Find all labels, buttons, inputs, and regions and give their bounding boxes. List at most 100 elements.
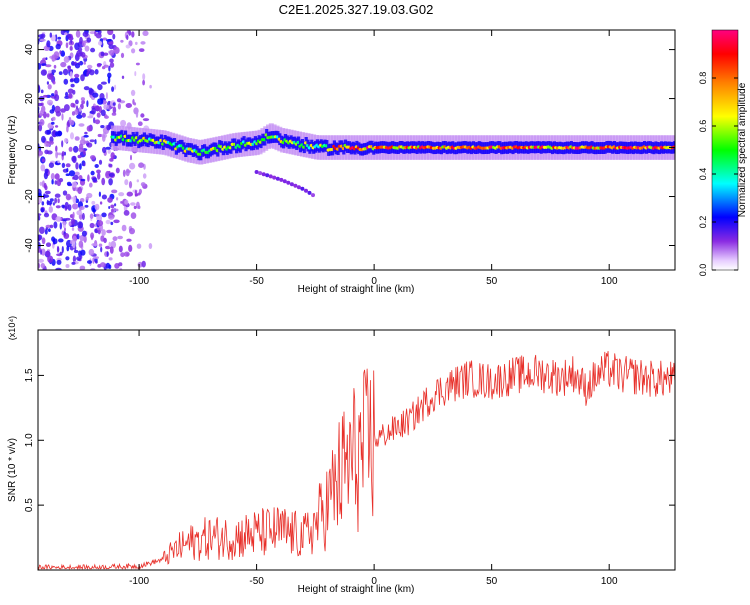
heatmap-cell <box>65 91 69 97</box>
heatmap-cell <box>120 119 127 127</box>
heatmap-cell <box>103 237 107 244</box>
heatmap-cell <box>78 222 82 227</box>
heatmap-cell <box>74 73 80 78</box>
heatmap-cell <box>41 237 46 245</box>
heatmap-cell <box>81 99 85 105</box>
heatmap-cell <box>40 164 46 172</box>
heatmap-cell <box>45 250 50 257</box>
heatmap-cell <box>108 214 115 220</box>
heatmap-cell <box>65 193 71 201</box>
heatmap-cell <box>84 45 90 52</box>
colorbar-label: Normalized spectral amplitude <box>737 82 748 217</box>
x-tick-label: -100 <box>129 576 149 587</box>
chart-title: C2E1.2025.327.19.03.G02 <box>279 2 434 17</box>
heatmap-cell <box>54 94 60 102</box>
heatmap-cell <box>53 129 56 137</box>
heatmap-cell <box>142 118 150 122</box>
heatmap-cell <box>115 167 120 174</box>
heatmap-cell <box>40 207 45 213</box>
heatmap-cell <box>76 256 82 261</box>
heatmap-cell <box>75 162 79 170</box>
heatmap-cell <box>111 86 115 92</box>
heatmap-cell <box>60 108 66 113</box>
heatmap-cell <box>73 145 79 153</box>
x-tick-label: 100 <box>601 276 618 287</box>
heatmap-cell <box>114 84 117 90</box>
heatmap-cell <box>129 227 135 235</box>
heatmap-cell <box>76 50 82 57</box>
heatmap-cell <box>55 205 61 209</box>
snr-frame <box>37 329 676 571</box>
heatmap-cell <box>61 204 65 208</box>
heatmap-cell <box>120 201 123 204</box>
heatmap-cell <box>87 115 94 119</box>
heatmap-cell <box>121 75 125 80</box>
heatmap-cell <box>142 73 146 81</box>
heatmap-cell <box>55 151 58 159</box>
heatmap-cell <box>91 200 96 205</box>
heatmap-cell <box>97 172 101 180</box>
heatmap-cell <box>62 190 68 196</box>
heatmap-cell <box>123 251 130 257</box>
heatmap-cell <box>304 188 308 193</box>
heatmap-cell <box>74 109 79 115</box>
heatmap-cell <box>96 169 101 174</box>
heatmap-cell <box>55 43 61 50</box>
heatmap-cell <box>105 39 112 42</box>
heatmap-cell <box>104 115 109 119</box>
heatmap-cell <box>56 179 62 187</box>
y-tick-label: 20 <box>24 93 35 105</box>
heatmap-cell <box>94 69 99 75</box>
heatmap-cell <box>134 71 137 77</box>
x-tick-label: -100 <box>129 276 149 287</box>
heatmap-cell <box>50 34 56 42</box>
heatmap-cell <box>49 32 52 38</box>
heatmap-cell <box>70 218 75 225</box>
heatmap-cell <box>90 47 96 53</box>
heatmap-cell <box>89 31 96 35</box>
heatmap-cell <box>101 212 107 218</box>
heatmap-cell <box>69 46 73 51</box>
heatmap-cell <box>94 256 99 259</box>
heatmap-cell <box>123 210 130 216</box>
heatmap-cell <box>40 263 45 269</box>
heatmap-cell <box>108 41 114 45</box>
heatmap-cell <box>128 181 133 189</box>
heatmap-cell <box>258 171 263 176</box>
heatmap-cell <box>78 240 84 248</box>
heatmap-cell <box>80 97 85 101</box>
heatmap-cell <box>103 104 109 110</box>
heatmap-cell <box>120 39 124 43</box>
heatmap-cell <box>105 219 111 225</box>
heatmap-y-ticks: -40 -20 0 20 40 <box>24 44 675 253</box>
heatmap-cell <box>107 72 112 79</box>
heatmap-cell <box>47 72 54 80</box>
heatmap-cell <box>101 229 106 236</box>
heatmap-cell <box>39 38 46 42</box>
heatmap-cell <box>38 262 41 269</box>
heatmap-cell <box>53 64 57 69</box>
heatmap-cell <box>61 162 66 168</box>
heatmap-cell <box>83 86 90 91</box>
heatmap-cell <box>85 196 89 201</box>
heatmap-cell <box>149 84 152 89</box>
heatmap-cell <box>131 31 135 38</box>
heatmap-cell <box>105 170 111 179</box>
heatmap-cell <box>111 189 118 194</box>
x-tick-label: -50 <box>249 276 264 287</box>
heatmap-cell <box>134 189 138 197</box>
heatmap-cell <box>119 267 123 270</box>
heatmap-cell <box>80 52 86 58</box>
heatmap-cell <box>129 162 136 170</box>
heatmap-cell <box>118 192 125 197</box>
colorbar-tick-label: 0.2 <box>698 216 708 229</box>
heatmap-cell <box>51 236 56 242</box>
heatmap-cell <box>110 208 114 213</box>
heatmap-cell <box>272 175 277 180</box>
heatmap-cell <box>83 134 89 138</box>
heatmap-cell <box>95 260 98 264</box>
heatmap-cell <box>45 227 49 231</box>
heatmap-cell <box>128 244 133 252</box>
heatmap-cell <box>110 204 115 209</box>
